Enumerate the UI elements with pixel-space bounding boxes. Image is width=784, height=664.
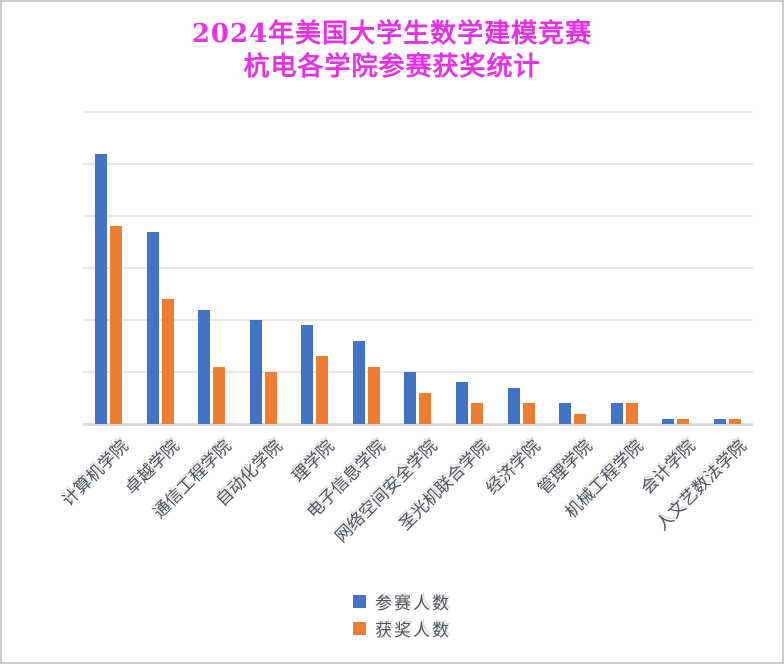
gridline	[83, 215, 753, 217]
gridline	[83, 267, 753, 269]
bar-group	[186, 112, 238, 424]
bar-awards	[419, 392, 432, 424]
plot-area: 计算机学院 卓越学院 通信工程学院 自动化学院 理学院 电子信息学院 网络空间安全学院 圣光机…	[58, 111, 753, 547]
chart-title-line1: 2024年美国大学生数学建模竞赛	[191, 19, 593, 49]
bar-participants	[301, 325, 314, 424]
bar-group	[135, 112, 187, 424]
bar-awards	[677, 418, 690, 424]
bar-participants	[713, 418, 726, 424]
legend-swatch	[353, 622, 366, 635]
bar-participants	[352, 340, 365, 424]
legend-label: 参赛人数	[375, 594, 451, 614]
bar-group	[289, 112, 341, 424]
bar-awards	[625, 403, 638, 424]
bar-awards	[367, 366, 380, 424]
bar-awards	[264, 372, 277, 424]
bar-group	[238, 112, 290, 424]
bar-group	[650, 112, 702, 424]
bar-group	[701, 112, 753, 424]
bar-awards	[728, 418, 741, 424]
bar-participants	[249, 320, 262, 424]
bar-awards	[316, 356, 329, 424]
legend-label: 获奖人数	[375, 621, 451, 641]
bar-participants	[610, 403, 623, 424]
bar-participants	[455, 382, 468, 424]
bar-group	[547, 112, 599, 424]
x-axis-labels: 计算机学院 卓越学院 通信工程学院 自动化学院 理学院 电子信息学院 网络空间安全学院 圣光机…	[58, 112, 753, 547]
bar-awards	[470, 403, 483, 424]
chart-title-line2: 杭电各学院参赛获奖统计	[243, 52, 541, 82]
bar-participants	[662, 418, 675, 424]
bar-group	[341, 112, 393, 424]
bar-group	[444, 112, 496, 424]
legend-swatch	[353, 595, 366, 608]
gridline	[83, 111, 753, 113]
bar-participants	[507, 387, 520, 424]
bar-participants	[146, 231, 159, 424]
bar-awards	[161, 299, 174, 424]
bar-awards	[213, 366, 226, 424]
bar-group	[392, 112, 444, 424]
x-axis-line	[83, 423, 753, 426]
bar-groups	[83, 112, 753, 424]
x-label: 计算机学院	[58, 436, 133, 511]
bar-awards	[574, 413, 587, 424]
gridline	[83, 163, 753, 165]
bar-group	[598, 112, 650, 424]
chart-title: 2024年美国大学生数学建模竞赛 杭电各学院参赛获奖统计	[2, 18, 782, 84]
legend-item: 获奖人数	[353, 615, 451, 642]
legend-item: 参赛人数	[353, 588, 451, 615]
legend: 参赛人数 获奖人数	[353, 588, 451, 642]
bar-awards	[110, 226, 123, 424]
bar-group	[83, 112, 135, 424]
gridline	[83, 371, 753, 373]
bar-participants	[95, 153, 108, 424]
bar-participants	[404, 372, 417, 424]
bar-group	[495, 112, 547, 424]
gridline	[83, 319, 753, 321]
bar-awards	[522, 403, 535, 424]
bar-participants	[198, 309, 211, 424]
bar-participants	[559, 403, 572, 424]
x-label: 经济学院	[482, 436, 545, 499]
